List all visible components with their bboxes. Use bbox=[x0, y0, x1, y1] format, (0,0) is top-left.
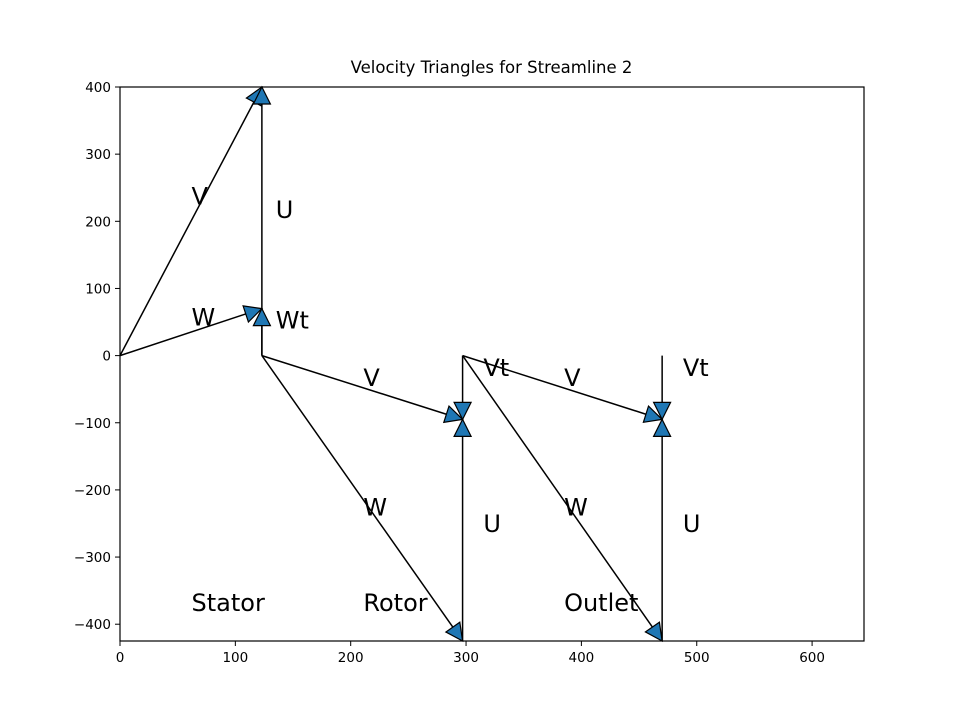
label-u: U bbox=[483, 510, 501, 538]
y-tick-label: −100 bbox=[74, 416, 111, 432]
label-vt: Vt bbox=[483, 354, 509, 382]
label-v: V bbox=[192, 183, 209, 211]
label-vt: Vt bbox=[683, 354, 709, 382]
arrow-head-u bbox=[252, 85, 272, 105]
label-w: W bbox=[192, 303, 216, 331]
label-stator: Stator bbox=[192, 589, 265, 617]
x-tick-label: 0 bbox=[116, 650, 125, 666]
arrow-head-w bbox=[242, 305, 264, 324]
label-v: V bbox=[564, 364, 581, 392]
x-tick-label: 300 bbox=[453, 650, 479, 666]
x-tick-label: 600 bbox=[799, 650, 825, 666]
plot-frame bbox=[119, 86, 865, 642]
label-wt: Wt bbox=[276, 307, 309, 335]
arrow-head-wt bbox=[252, 307, 272, 327]
vector-line-v bbox=[261, 354, 447, 415]
vector-line-w bbox=[119, 313, 246, 357]
y-tick-label: −300 bbox=[74, 550, 111, 566]
x-tick-label: 500 bbox=[684, 650, 710, 666]
vector-line-w bbox=[261, 355, 454, 628]
arrow-head-w bbox=[644, 621, 663, 643]
label-rotor: Rotor bbox=[363, 589, 427, 617]
arrow-head-u bbox=[453, 418, 473, 437]
arrow-head-vt bbox=[453, 401, 473, 421]
vector-labels: V U W Wt V Vt V Vt W W U U Stator Rotor Outlet bbox=[192, 183, 709, 617]
y-tick-label: 400 bbox=[85, 80, 111, 96]
arrow-head-v bbox=[642, 404, 664, 424]
x-tick-label: 200 bbox=[338, 650, 364, 666]
vector-line-v bbox=[119, 101, 255, 356]
arrow-head-v bbox=[442, 404, 464, 424]
x-tick-label: 400 bbox=[569, 650, 595, 666]
y-tick-label: −200 bbox=[74, 483, 111, 499]
vector-line-w bbox=[461, 355, 654, 628]
y-tick-label: 100 bbox=[85, 281, 111, 297]
x-tick-label: 100 bbox=[222, 650, 248, 666]
axes: 0 100 200 300 400 500 600 400 300 200 100 0 −100 −200… bbox=[74, 80, 825, 666]
vector-line-v bbox=[462, 354, 647, 415]
arrow-head-u bbox=[652, 418, 672, 437]
chart-title: Velocity Triangles for Streamline 2 bbox=[351, 58, 633, 77]
label-v: V bbox=[363, 364, 380, 392]
label-u: U bbox=[683, 510, 701, 538]
label-u: U bbox=[276, 196, 294, 224]
y-tick-label: 0 bbox=[102, 349, 111, 365]
y-tick-label: −400 bbox=[74, 617, 111, 633]
label-w: W bbox=[564, 493, 588, 521]
arrow-head-w bbox=[444, 621, 464, 643]
y-tick-label: 300 bbox=[85, 147, 111, 163]
label-w: W bbox=[363, 493, 387, 521]
arrow-head-vt bbox=[652, 401, 672, 421]
arrow-heads bbox=[242, 85, 672, 643]
y-tick-label: 200 bbox=[85, 214, 111, 230]
label-outlet: Outlet bbox=[564, 589, 638, 617]
